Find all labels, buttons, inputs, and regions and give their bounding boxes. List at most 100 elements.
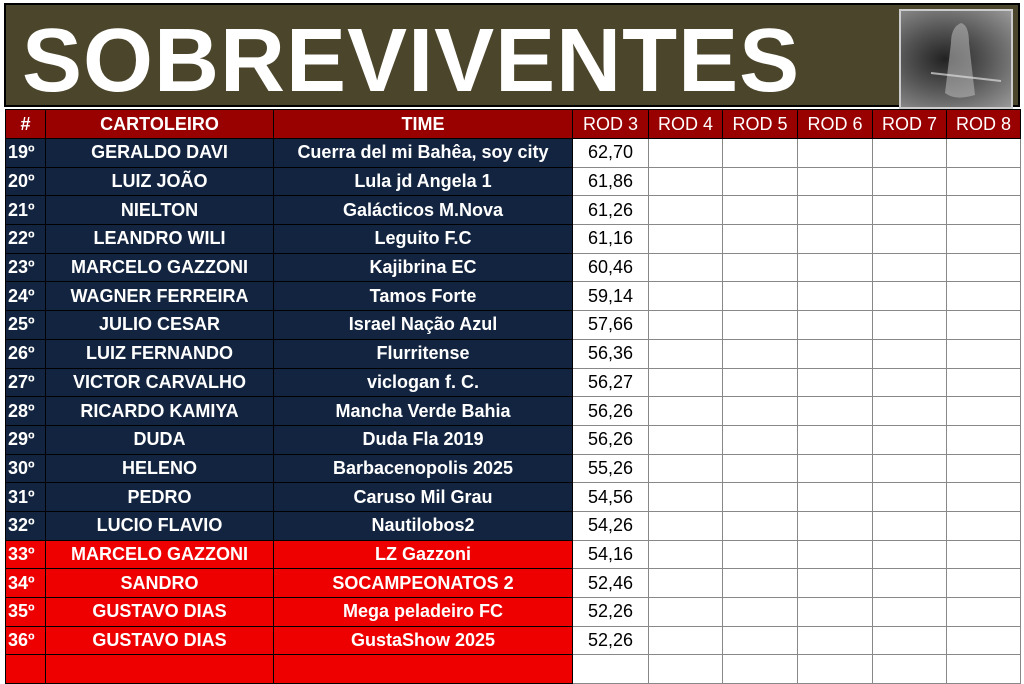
position-cell[interactable]: 35º xyxy=(5,597,46,627)
rod6-cell[interactable] xyxy=(797,310,873,340)
rod6-cell[interactable] xyxy=(797,281,873,312)
rod3-cell[interactable]: 56,27 xyxy=(572,367,649,398)
rod5-cell[interactable] xyxy=(722,166,798,197)
cartoleiro-cell[interactable]: MARCELO GAZZONI xyxy=(45,252,274,283)
cartoleiro-cell[interactable]: PEDRO xyxy=(45,482,274,512)
cartoleiro-cell[interactable] xyxy=(45,654,274,684)
rod8-cell[interactable] xyxy=(946,568,1021,598)
rod4-cell[interactable] xyxy=(648,482,723,512)
position-cell[interactable]: 26º xyxy=(5,338,46,369)
rod5-cell[interactable] xyxy=(722,224,798,254)
rod4-cell[interactable] xyxy=(648,654,723,684)
rod4-cell[interactable] xyxy=(648,453,723,484)
rod6-cell[interactable] xyxy=(797,396,873,426)
rod5-cell[interactable] xyxy=(722,138,798,168)
rod8-cell[interactable] xyxy=(946,597,1021,627)
team-cell[interactable]: Duda Fla 2019 xyxy=(273,424,573,455)
rod5-cell[interactable] xyxy=(722,568,798,598)
rod6-cell[interactable] xyxy=(797,195,873,226)
team-cell[interactable]: Mega peladeiro FC xyxy=(273,597,573,627)
rod5-cell[interactable] xyxy=(722,510,798,541)
rod4-cell[interactable] xyxy=(648,338,723,369)
rod7-cell[interactable] xyxy=(872,424,947,455)
rod4-cell[interactable] xyxy=(648,252,723,283)
rod5-cell[interactable] xyxy=(722,482,798,512)
rod4-cell[interactable] xyxy=(648,597,723,627)
rod3-cell[interactable]: 52,46 xyxy=(572,568,649,598)
rod7-cell[interactable] xyxy=(872,625,947,656)
team-cell[interactable]: LZ Gazzoni xyxy=(273,539,573,570)
rod4-cell[interactable] xyxy=(648,424,723,455)
rod6-cell[interactable] xyxy=(797,224,873,254)
rod4-cell[interactable] xyxy=(648,310,723,340)
rod7-cell[interactable] xyxy=(872,310,947,340)
rod6-cell[interactable] xyxy=(797,654,873,684)
rod7-cell[interactable] xyxy=(872,367,947,398)
rod4-cell[interactable] xyxy=(648,539,723,570)
team-cell[interactable]: Kajibrina EC xyxy=(273,252,573,283)
rod7-cell[interactable] xyxy=(872,568,947,598)
position-cell[interactable] xyxy=(5,654,46,684)
team-cell[interactable]: Tamos Forte xyxy=(273,281,573,312)
position-cell[interactable]: 33º xyxy=(5,539,46,570)
rod6-cell[interactable] xyxy=(797,568,873,598)
rod6-cell[interactable] xyxy=(797,453,873,484)
rod4-cell[interactable] xyxy=(648,367,723,398)
position-cell[interactable]: 25º xyxy=(5,310,46,340)
position-cell[interactable]: 27º xyxy=(5,367,46,398)
cartoleiro-cell[interactable]: VICTOR CARVALHO xyxy=(45,367,274,398)
rod6-cell[interactable] xyxy=(797,625,873,656)
team-cell[interactable]: Israel Nação Azul xyxy=(273,310,573,340)
cartoleiro-cell[interactable]: LUIZ JOÃO xyxy=(45,166,274,197)
rod7-cell[interactable] xyxy=(872,597,947,627)
position-cell[interactable]: 19º xyxy=(5,138,46,168)
team-cell[interactable]: Nautilobos2 xyxy=(273,510,573,541)
rod8-cell[interactable] xyxy=(946,510,1021,541)
cartoleiro-cell[interactable]: RICARDO KAMIYA xyxy=(45,396,274,426)
rod6-cell[interactable] xyxy=(797,539,873,570)
rod3-cell[interactable]: 61,16 xyxy=(572,224,649,254)
rod5-cell[interactable] xyxy=(722,597,798,627)
position-cell[interactable]: 34º xyxy=(5,568,46,598)
rod3-cell[interactable]: 59,14 xyxy=(572,281,649,312)
team-cell[interactable]: Barbacenopolis 2025 xyxy=(273,453,573,484)
rod4-cell[interactable] xyxy=(648,281,723,312)
rod4-cell[interactable] xyxy=(648,625,723,656)
position-cell[interactable]: 28º xyxy=(5,396,46,426)
rod4-cell[interactable] xyxy=(648,396,723,426)
rod5-cell[interactable] xyxy=(722,281,798,312)
rod8-cell[interactable] xyxy=(946,396,1021,426)
rod3-cell[interactable] xyxy=(572,654,649,684)
rod8-cell[interactable] xyxy=(946,252,1021,283)
position-cell[interactable]: 22º xyxy=(5,224,46,254)
rod8-cell[interactable] xyxy=(946,338,1021,369)
rod5-cell[interactable] xyxy=(722,424,798,455)
position-cell[interactable]: 29º xyxy=(5,424,46,455)
rod5-cell[interactable] xyxy=(722,310,798,340)
rod5-cell[interactable] xyxy=(722,453,798,484)
rod6-cell[interactable] xyxy=(797,138,873,168)
rod3-cell[interactable]: 52,26 xyxy=(572,625,649,656)
rod3-cell[interactable]: 56,26 xyxy=(572,396,649,426)
rod3-cell[interactable]: 52,26 xyxy=(572,597,649,627)
cartoleiro-cell[interactable]: SANDRO xyxy=(45,568,274,598)
rod7-cell[interactable] xyxy=(872,281,947,312)
cartoleiro-cell[interactable]: LEANDRO WILI xyxy=(45,224,274,254)
rod7-cell[interactable] xyxy=(872,482,947,512)
rod5-cell[interactable] xyxy=(722,539,798,570)
rod7-cell[interactable] xyxy=(872,138,947,168)
team-cell[interactable]: viclogan f. C. xyxy=(273,367,573,398)
team-cell[interactable]: Mancha Verde Bahia xyxy=(273,396,573,426)
cartoleiro-cell[interactable]: GUSTAVO DIAS xyxy=(45,625,274,656)
team-cell[interactable]: Galácticos M.Nova xyxy=(273,195,573,226)
rod3-cell[interactable]: 54,26 xyxy=(572,510,649,541)
rod4-cell[interactable] xyxy=(648,195,723,226)
rod3-cell[interactable]: 62,70 xyxy=(572,138,649,168)
rod4-cell[interactable] xyxy=(648,166,723,197)
rod3-cell[interactable]: 56,36 xyxy=(572,338,649,369)
position-cell[interactable]: 30º xyxy=(5,453,46,484)
rod5-cell[interactable] xyxy=(722,367,798,398)
cartoleiro-cell[interactable]: GERALDO DAVI xyxy=(45,138,274,168)
rod8-cell[interactable] xyxy=(946,654,1021,684)
rod8-cell[interactable] xyxy=(946,224,1021,254)
